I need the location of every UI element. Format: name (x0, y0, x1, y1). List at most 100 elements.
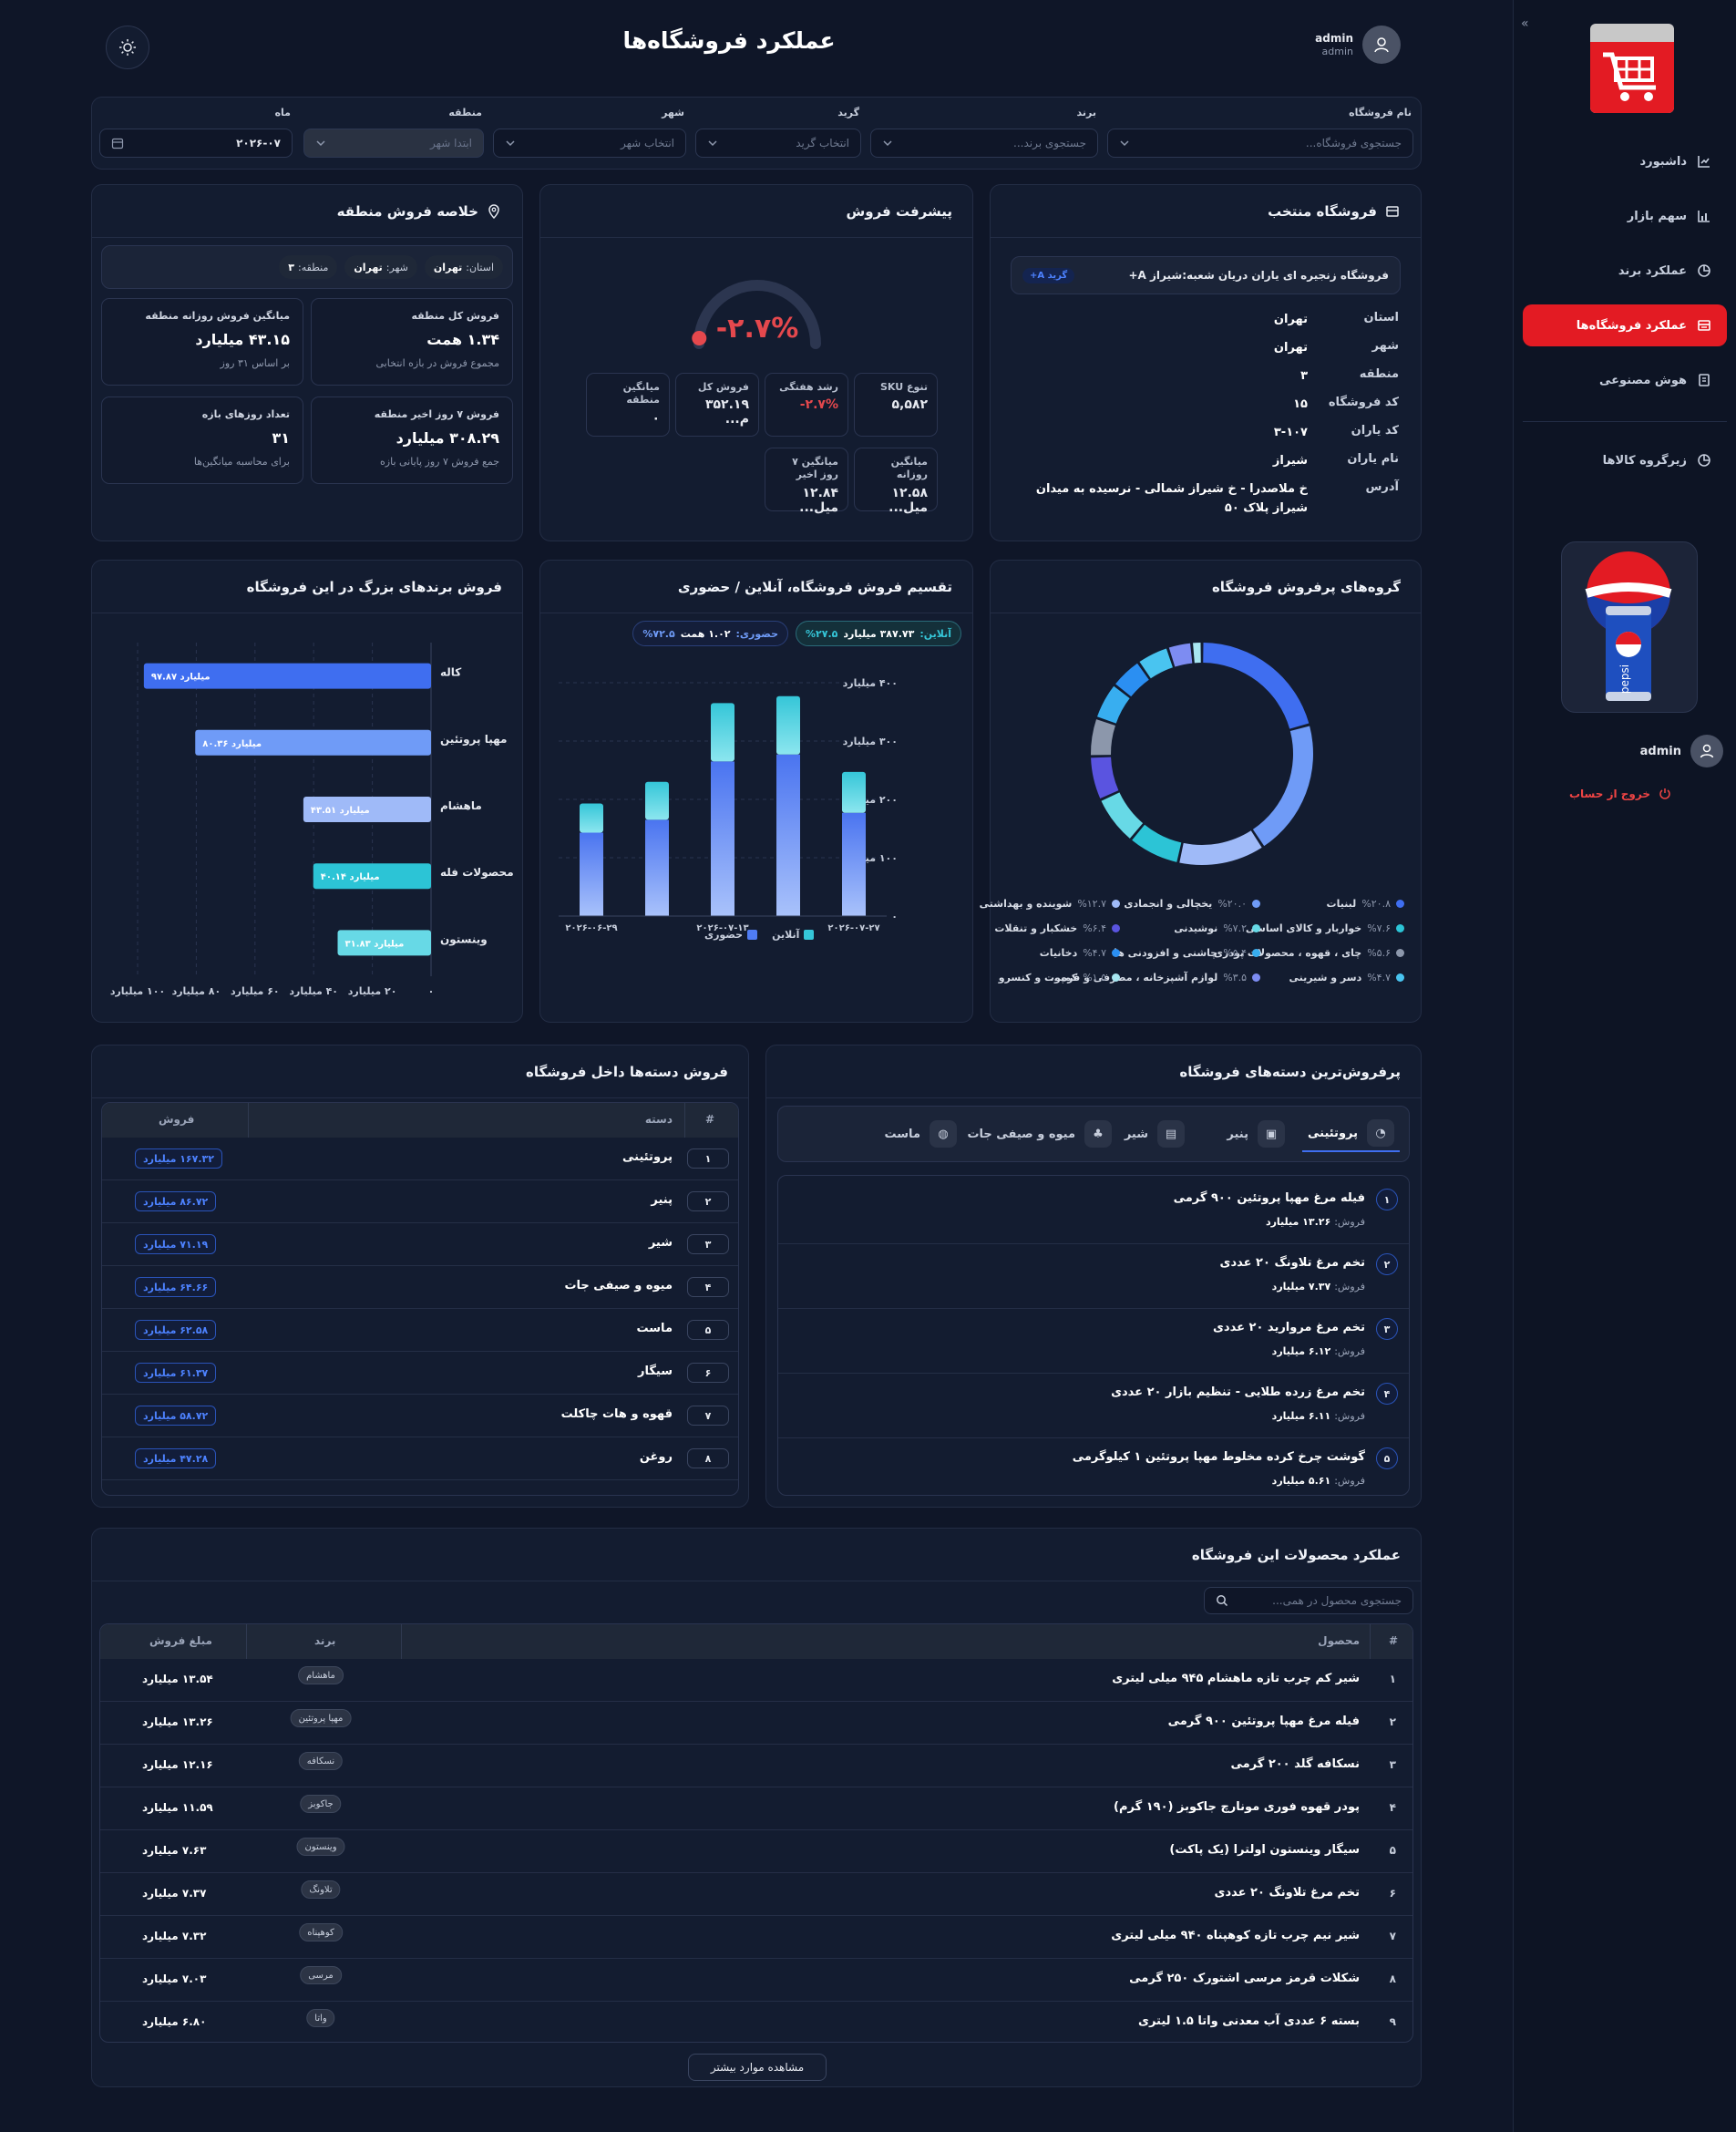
nav-ai[interactable]: هوش مصنوعی (1523, 359, 1727, 401)
list-item[interactable]: ۵ گوشت چرخ کرده مخلوط مهپا پروتئین ۱ کیلو… (778, 1442, 1409, 1500)
region-select[interactable]: ابتدا شهر (303, 129, 484, 158)
brands-bar-chart: ۰ ۲۰ میلیارد ۴۰ میلیارد ۶۰ میلیارد ۸۰ میلیار… (110, 643, 514, 997)
table-row[interactable]: ۳ شیر ۷۱.۱۹ میلیارد (102, 1223, 738, 1266)
list-item[interactable]: ۲ تخم مرغ تلاونگ ۲۰ عددی فروش: ۷.۳۷ میلیارد (778, 1248, 1409, 1306)
donut-slice[interactable] (1179, 830, 1262, 865)
nav-subgroups[interactable]: زیرگروه کالاها (1523, 439, 1727, 481)
row-number: ۸ (1389, 1972, 1396, 1985)
sales-progress-card: پیشرفت فروش -۲.۷% تنوع SKU ۵,۵۸۲ رشد هفتگی… (539, 184, 973, 541)
grade-select[interactable]: انتخاب گرید (695, 129, 861, 158)
tab-4[interactable]: ♣ میوه و صیفی جات (961, 1116, 1117, 1152)
month-input[interactable]: ۲۰۲۶-۰۷ (99, 129, 293, 158)
donut-slice[interactable] (1252, 726, 1313, 847)
donut-slice[interactable] (1097, 685, 1130, 724)
brand-bar[interactable] (337, 930, 431, 956)
table-row[interactable]: ۷ قهوه و هات چاکلت ۵۸.۷۲ میلیارد (102, 1395, 738, 1437)
table-row[interactable]: ۴ میوه و صیفی جات ۶۴.۶۶ میلیارد (102, 1266, 738, 1309)
tab-2[interactable]: ▣ پنیر (1221, 1116, 1290, 1152)
table-row[interactable]: ۴ پودر قهوه فوری مونارچ جاکوبز (۱۹۰ گرم) ج… (100, 1787, 1412, 1830)
theme-toggle-button[interactable] (106, 26, 149, 69)
table-row[interactable]: ۳ نسکافه گلد ۲۰۰ گرمی نسکافه ۱۲.۱۶ میلیارد (100, 1745, 1412, 1787)
card-header: فروشگاه منتخب (991, 185, 1421, 238)
product-name: بسته ۶ عددی آب معدنی واتا ۱.۵ لیتری (1138, 2014, 1360, 2028)
tab-1[interactable]: ◔ پروتئینی (1301, 1116, 1400, 1152)
brand-bar[interactable] (195, 729, 432, 756)
donut-slice[interactable] (1203, 643, 1310, 729)
brand-search-input[interactable]: جستجوی برند... (870, 129, 1098, 158)
table-row[interactable]: ۱ پروتئینی ۱۶۷.۳۲ میلیارد (102, 1138, 738, 1180)
bar-offline[interactable] (711, 761, 734, 916)
nav-market-share[interactable]: سهم بازار (1523, 195, 1727, 237)
bar-online[interactable] (711, 703, 734, 762)
svg-text:pepsi: pepsi (1618, 664, 1631, 694)
sidebar-user[interactable]: admin (1640, 735, 1723, 767)
table-row[interactable]: ۱ شیر کم چرب تازه ماهشام ۹۴۵ میلی لیتری ما… (100, 1659, 1412, 1702)
show-more-button[interactable]: مشاهده موارد بیشتر (688, 2054, 827, 2081)
sale-badge: ۴۷.۲۸ میلیارد (135, 1448, 217, 1468)
legend-item: %۴.۷ دسر و شیرینی (1289, 972, 1404, 984)
donut-slice[interactable] (1091, 719, 1115, 756)
tab-label: شیر (1124, 1127, 1148, 1141)
bar-online[interactable] (645, 781, 669, 820)
region-pills: استان: تهران شهر: تهران منطقه: ۳ (101, 245, 513, 289)
nav-dashboard[interactable]: داشبورد (1523, 140, 1727, 182)
bar-offline[interactable] (842, 812, 866, 916)
bar-online[interactable] (776, 695, 800, 755)
nav-label: هوش مصنوعی (1599, 373, 1687, 387)
donut-slice[interactable] (1168, 643, 1193, 667)
legend-item: %۵.۶ چای ، قهوه ، محصولات پودری (1214, 947, 1404, 959)
list-item[interactable]: ۱ فیله مرغ مهپا پروتئین ۹۰۰ گرمی فروش: ۱۳.۲… (778, 1183, 1409, 1241)
sale-label: فروش: (1334, 1216, 1365, 1228)
donut-slice[interactable] (1101, 792, 1144, 839)
bar-offline[interactable] (776, 754, 800, 916)
legend-item: %۲۰.۸ لبنیات (1327, 898, 1404, 910)
table-row[interactable]: ۲ فیله مرغ مهپا پروتئین ۹۰۰ گرمی مهپا پروت… (100, 1702, 1412, 1745)
legend-label: لبنیات (1326, 898, 1357, 910)
x-tick-label: ۱۰۰ میلیارد (110, 985, 165, 997)
sidebar: » داشبورد سهم بازار عملکرد برند عملکرد ف… (1513, 0, 1736, 2132)
table-row[interactable]: ۵ سیگار وینستون اولترا (یک پاکت) وینستون ۷.… (100, 1830, 1412, 1873)
brand-bar[interactable] (143, 663, 432, 689)
list-item[interactable]: ۳ تخم مرغ مروارید ۲۰ عددی فروش: ۶.۱۲ میلیار… (778, 1313, 1409, 1371)
donut-slice[interactable] (1139, 648, 1173, 679)
stat-title: فروش کل منطقه (411, 310, 499, 322)
table-row[interactable]: ۸ روغن ۴۷.۲۸ میلیارد (102, 1437, 738, 1480)
header-user[interactable]: admin admin (1315, 26, 1401, 64)
brand-chip: نسکافه (298, 1752, 344, 1770)
table-row[interactable]: ۸ شکلات قرمز مرسی اشتورک ۲۵۰ گرمی مرسی ۷.۰۳… (100, 1959, 1412, 2002)
donut-slice[interactable] (1132, 824, 1182, 862)
tab-5[interactable]: ◍ ماست (879, 1116, 962, 1152)
table-row[interactable]: ۶ سیگار ۶۱.۳۷ میلیارد (102, 1352, 738, 1395)
sidebar-divider (1523, 421, 1727, 422)
city-select[interactable]: انتخاب شهر (493, 129, 686, 158)
bar-online[interactable] (580, 803, 603, 833)
donut-slice[interactable] (1091, 757, 1119, 798)
bar-offline[interactable] (645, 819, 669, 916)
collapse-sidebar-button[interactable]: » (1521, 16, 1529, 31)
product-search-input[interactable]: جستجوی محصول در همی... (1204, 1587, 1413, 1614)
table-row[interactable]: ۲ پنیر ۸۶.۷۲ میلیارد (102, 1180, 738, 1223)
table-row[interactable]: ۹ بسته ۶ عددی آب معدنی واتا ۱.۵ لیتری واتا… (100, 2002, 1412, 2042)
table-row[interactable]: ۷ شیر نیم چرب تازه کوهپناه ۹۴۰ میلی لیتری… (100, 1916, 1412, 1959)
progress-stat: فروش کل ۳۵۲.۱۹ م... (675, 373, 759, 437)
table-row[interactable]: ۵ ماست ۶۲.۵۸ میلیارد (102, 1309, 738, 1352)
pill-value: ۳۸۷.۷۳ میلیارد (843, 627, 915, 640)
store-search-input[interactable]: جستجوی فروشگاه... (1107, 129, 1413, 158)
tab-3[interactable]: ▤ شیر (1119, 1116, 1190, 1152)
bar-online[interactable] (842, 771, 866, 813)
card-header: تقسیم فروش فروشگاه، آنلاین / حضوری (540, 561, 972, 613)
nav-store-performance[interactable]: عملکرد فروشگاه‌ها (1523, 304, 1727, 346)
nav-brand-performance[interactable]: عملکرد برند (1523, 250, 1727, 292)
product-name: فیله مرغ مهپا پروتئین ۹۰۰ گرمی (1167, 1715, 1360, 1728)
brand-bar[interactable] (303, 797, 431, 822)
brand-bar[interactable] (313, 863, 431, 890)
donut-slice[interactable] (1115, 663, 1149, 697)
logout-button[interactable]: خروج از حساب (1569, 786, 1672, 802)
table-row[interactable]: ۶ تخم مرغ تلاونگ ۲۰ عددی تلاونگ ۷.۳۷ میلیار… (100, 1873, 1412, 1916)
stat-value: ۴۳.۱۵ میلیارد (195, 331, 290, 348)
stat-value: ۵,۵۸۲ (891, 397, 929, 413)
brands-card: فروش برندهای بزرگ در این فروشگاه ۰ ۲۰ میل… (91, 560, 523, 1023)
bar-offline[interactable] (580, 832, 603, 916)
list-item[interactable]: ۴ تخم مرغ زرده طلایی - تنظیم بازار ۲۰ عدد… (778, 1377, 1409, 1436)
donut-slice[interactable] (1193, 643, 1201, 664)
